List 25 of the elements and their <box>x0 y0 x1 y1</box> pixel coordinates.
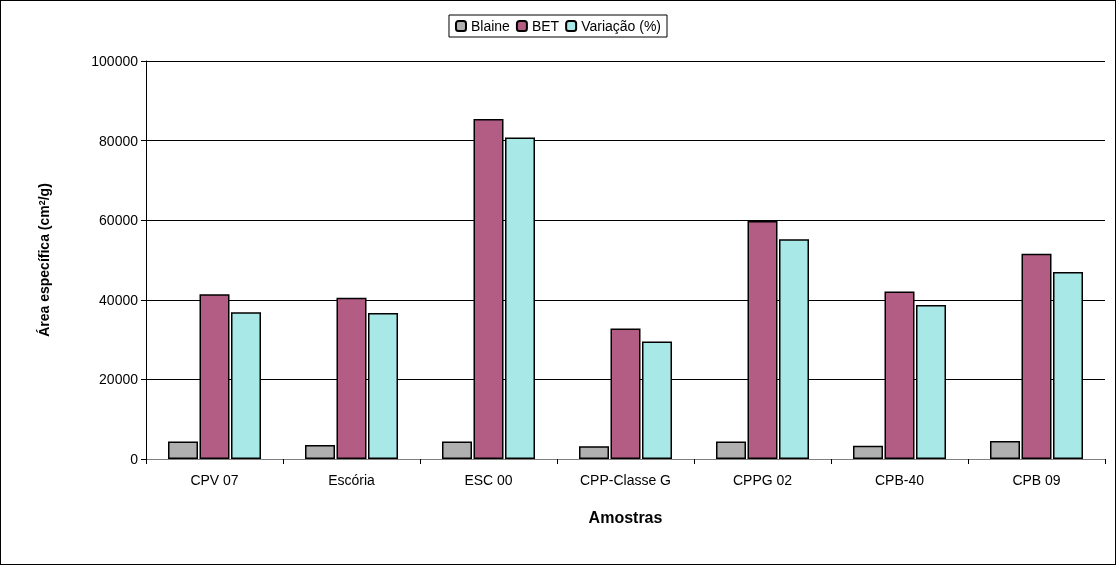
legend-label: Variação (%) <box>581 18 662 34</box>
y-axis-title: Área específica (cm2/g) <box>36 183 52 337</box>
y-tick-label: 80000 <box>99 132 139 149</box>
bar <box>990 441 1020 459</box>
legend-label: BET <box>531 18 560 34</box>
bar <box>305 445 335 459</box>
y-tick-label: 100000 <box>91 53 139 69</box>
bar <box>168 441 198 459</box>
x-tick-label: Escória <box>328 472 376 488</box>
x-tick-label: CPV 07 <box>190 472 239 488</box>
x-tick-label: CPB 09 <box>1012 472 1061 488</box>
y-tick-label: 60000 <box>99 212 139 229</box>
x-axis-title: Amostras <box>588 508 663 526</box>
bar <box>579 446 609 459</box>
y-tick-label: 40000 <box>99 291 139 308</box>
bar <box>853 445 883 459</box>
x-tick-label: ESC 00 <box>464 472 513 488</box>
y-tick-label: 20000 <box>99 371 139 388</box>
x-tick-label: CPB-40 <box>874 472 925 488</box>
x-tick-label: CPP-Classe G <box>579 472 672 488</box>
bar <box>716 441 746 459</box>
legend-label: Blaine <box>470 18 511 34</box>
x-tick-label: CPPG 02 <box>732 472 793 488</box>
bar <box>442 441 472 459</box>
y-tick-label: 0 <box>130 451 139 467</box>
